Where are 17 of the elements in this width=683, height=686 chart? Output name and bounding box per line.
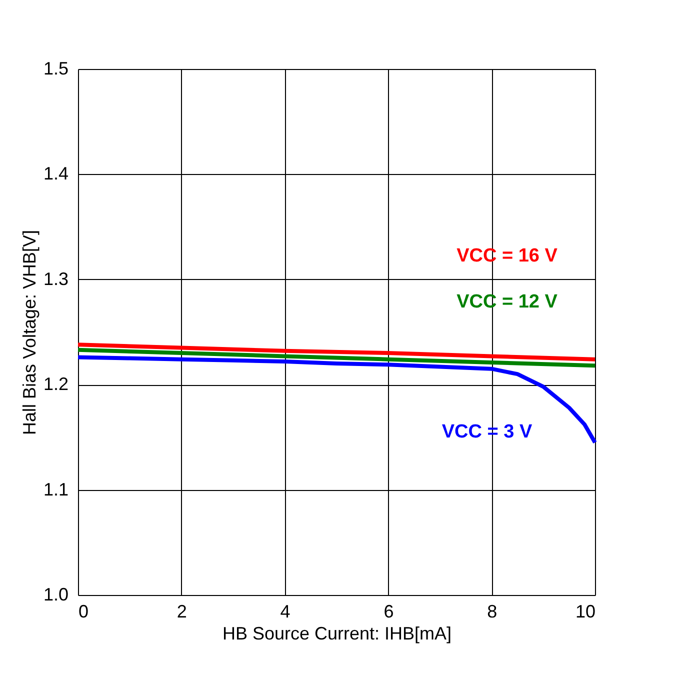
y-tick-label: 1.0 [43, 584, 68, 604]
x-tick-label: 8 [487, 602, 498, 622]
y-tick-label: 1.1 [43, 479, 68, 500]
y-axis-title: Hall Bias Voltage: VHB[V] [19, 230, 40, 436]
x-tick-label: 4 [280, 602, 290, 622]
y-tick-label: 1.2 [43, 374, 68, 394]
line-series [76, 342, 597, 362]
line-series [76, 355, 597, 444]
x-tick-label: 2 [176, 602, 187, 622]
x-axis-title: HB Source Current: IHB[mA] [222, 624, 452, 644]
y-tick-label: 1.5 [43, 58, 68, 78]
y-tick-label: 1.3 [43, 268, 68, 289]
x-tick-label: 10 [575, 602, 596, 622]
x-tick-label: 0 [78, 602, 89, 622]
line-series [76, 348, 597, 368]
y-tick-label: 1.4 [43, 164, 68, 184]
x-tick-label: 6 [384, 602, 394, 622]
